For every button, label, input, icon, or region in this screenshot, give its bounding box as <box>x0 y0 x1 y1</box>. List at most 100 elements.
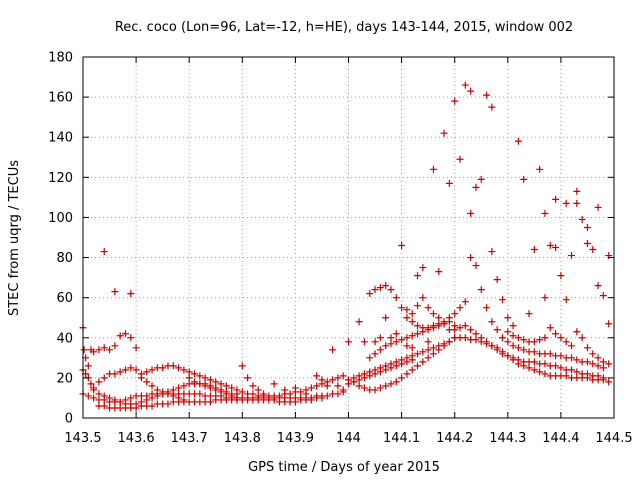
data-point <box>323 382 331 390</box>
data-point <box>562 338 570 346</box>
data-point <box>599 364 607 372</box>
data-point <box>249 382 257 390</box>
data-point <box>541 334 549 342</box>
data-point <box>424 346 432 354</box>
data-point <box>329 376 337 384</box>
data-point <box>504 314 512 322</box>
data-point <box>148 402 156 410</box>
data-point <box>557 364 565 372</box>
data-point <box>509 342 517 350</box>
data-point <box>228 384 236 392</box>
data-point <box>95 346 103 354</box>
data-point <box>217 388 225 396</box>
data-point <box>408 356 416 364</box>
data-point <box>371 338 379 346</box>
data-point <box>132 344 140 352</box>
data-point <box>392 330 400 338</box>
data-point <box>552 244 560 252</box>
data-point <box>403 306 411 314</box>
data-point <box>461 334 469 342</box>
data-point <box>594 282 602 290</box>
data-point <box>334 374 342 382</box>
data-point <box>169 362 177 370</box>
data-point <box>398 336 406 344</box>
data-point <box>414 330 422 338</box>
data-point <box>536 336 544 344</box>
data-point <box>568 354 576 362</box>
data-point <box>106 394 114 402</box>
data-point <box>355 376 363 384</box>
data-point <box>270 380 278 388</box>
data-point <box>127 290 135 298</box>
y-tick-label: 180 <box>48 51 73 66</box>
data-point <box>244 374 252 382</box>
data-point <box>472 183 480 191</box>
data-point <box>509 354 517 362</box>
data-point <box>106 346 114 354</box>
data-point <box>541 294 549 302</box>
data-point <box>429 350 437 358</box>
data-point <box>392 338 400 346</box>
data-point <box>191 370 199 378</box>
data-point <box>504 338 512 346</box>
data-point <box>153 392 161 400</box>
data-point <box>467 209 475 217</box>
data-point <box>382 342 390 350</box>
data-point <box>212 386 220 394</box>
data-point <box>599 374 607 382</box>
data-point <box>159 364 167 372</box>
data-point <box>541 209 549 217</box>
data-point <box>334 382 342 390</box>
data-point <box>498 296 506 304</box>
data-point <box>196 372 204 380</box>
data-point <box>594 354 602 362</box>
data-point <box>233 394 241 402</box>
data-point <box>206 384 214 392</box>
data-point <box>568 342 576 350</box>
data-point <box>525 364 533 372</box>
data-point <box>594 372 602 380</box>
data-point <box>429 344 437 352</box>
x-tick-label: 144.3 <box>489 431 526 446</box>
data-point <box>451 310 459 318</box>
data-point <box>360 374 368 382</box>
data-point <box>530 338 538 346</box>
data-point <box>493 276 501 284</box>
data-point <box>398 374 406 382</box>
data-point <box>451 97 459 105</box>
data-point <box>445 338 453 346</box>
data-point <box>159 388 167 396</box>
data-point <box>583 344 591 352</box>
data-point <box>169 392 177 400</box>
data-point <box>100 402 108 410</box>
grid <box>83 57 614 418</box>
y-tick-label: 0 <box>65 412 73 427</box>
data-point <box>260 390 268 398</box>
data-point <box>116 368 124 376</box>
data-point <box>291 384 299 392</box>
data-point <box>541 370 549 378</box>
data-point <box>498 334 506 342</box>
data-point <box>488 342 496 350</box>
data-point <box>137 374 145 382</box>
data-point <box>589 360 597 368</box>
data-point <box>546 242 554 250</box>
data-point <box>201 382 209 390</box>
data-point <box>557 334 565 342</box>
data-point <box>398 242 406 250</box>
data-point <box>583 358 591 366</box>
data-point <box>127 364 135 372</box>
data-point <box>530 366 538 374</box>
data-point <box>546 350 554 358</box>
data-point <box>472 262 480 270</box>
data-point <box>403 314 411 322</box>
data-point <box>520 336 528 344</box>
data-point <box>137 398 145 406</box>
data-point <box>578 215 586 223</box>
data-point <box>382 314 390 322</box>
data-point <box>599 358 607 366</box>
data-point <box>429 324 437 332</box>
data-point <box>350 378 358 386</box>
data-point <box>573 356 581 364</box>
data-point <box>403 370 411 378</box>
